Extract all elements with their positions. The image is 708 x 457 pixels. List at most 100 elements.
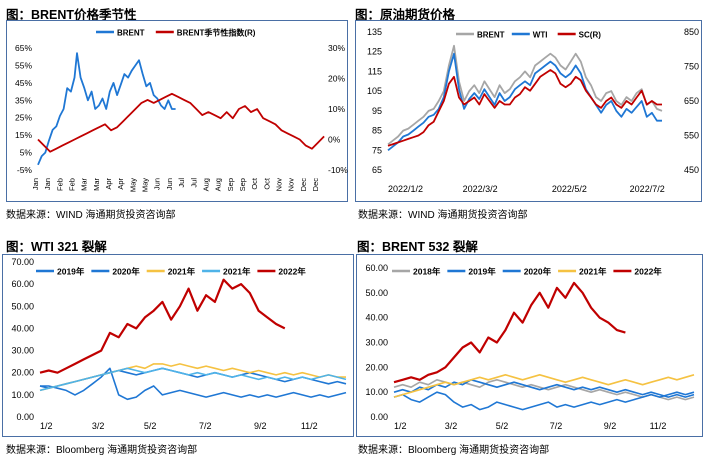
y-tick: 40.00 [365,313,388,323]
x-tick: Jun [165,178,174,190]
y-tick: 10.00 [365,387,388,397]
panel2-source: 数据来源：WIND 海通期货投资咨询部 [358,210,528,221]
x-tick: Mar [92,178,101,191]
series-2022年 [393,281,626,384]
x-tick: Jan [43,178,52,190]
legend-label-4: 2022年 [634,267,662,277]
x-tick: Jun [153,178,162,190]
x-tick: 7/2 [550,421,563,431]
y-right-tick: 550 [684,131,699,141]
y-tick: 20.00 [365,362,388,372]
x-tick: Apr [104,177,113,189]
y-right-tick: 650 [684,96,699,106]
x-tick: Jan [31,178,40,190]
y-right-tick: 10% [328,104,345,114]
y-tick: 30.00 [11,346,34,356]
y-left-tick: -5% [17,165,33,175]
y-right-tick: 850 [684,27,699,37]
legend-label-4: 2022年 [278,267,306,277]
y-left-tick: 5% [20,148,33,158]
x-tick: 11/2 [650,421,667,431]
series-2022年 [39,278,286,374]
y-right-tick: -10% [328,165,348,175]
panel4-source: 数据来源：Bloomberg 海通期货投资咨询部 [358,445,550,456]
y-right-tick: 30% [328,43,345,53]
x-tick: May [141,178,150,192]
legend-label-3: 2021年 [223,267,251,277]
x-tick: May [128,178,137,192]
legend-label-1: 2020年 [112,267,140,277]
series-2019年 [393,379,695,398]
x-tick: 1/2 [40,421,53,431]
legend-label-1: 2019年 [468,267,496,277]
y-tick: 60.00 [365,263,388,273]
y-left-tick: 55% [15,60,32,70]
x-tick: 2022/7/2 [630,184,665,194]
x-tick: 2022/5/2 [552,184,587,194]
y-right-tick: 20% [328,74,345,84]
x-tick: 5/2 [496,421,509,431]
y-tick: 50.00 [365,288,388,298]
x-tick: Feb [68,178,77,191]
x-tick: Sep [226,178,235,191]
legend-label-0: 2019年 [57,267,85,277]
y-left-tick: 15% [15,130,32,140]
y-tick: 20.00 [11,368,34,378]
x-tick: 1/2 [394,421,407,431]
y-left-tick: 45% [15,78,32,88]
x-tick: Apr [116,177,125,189]
x-tick: 3/2 [445,421,458,431]
series-2020年 [393,391,695,411]
x-tick: 3/2 [92,421,105,431]
x-tick: Mar [80,178,89,191]
y-left-tick: 75 [372,145,382,155]
x-tick: Dec [311,178,320,192]
y-right-tick: 750 [684,62,699,72]
y-left-tick: 125 [367,47,382,57]
x-tick: 11/2 [301,421,318,431]
series-SC(R) [387,69,662,147]
legend-label-3: 2021年 [579,267,607,277]
x-tick: 7/2 [199,421,212,431]
legend-label-2: SC(R) [579,31,602,40]
y-left-tick: 105 [367,86,382,96]
x-tick: 5/2 [144,421,157,431]
y-right-tick: 0% [328,135,341,145]
y-left-tick: 115 [368,66,382,76]
y-tick: 70.00 [11,257,34,267]
legend-label-2: 2020年 [524,267,552,277]
panel3-title: 图：WTI 321 裂解 [6,240,107,254]
legend-label-1: WTI [533,31,548,40]
x-tick: 2022/1/2 [388,184,423,194]
x-tick: Nov [274,178,283,192]
x-tick: Dec [299,178,308,192]
panel4-title: 图：BRENT 532 裂解 [357,240,478,254]
x-tick: Oct [262,177,271,190]
x-tick: Nov [287,178,296,192]
y-left-tick: 35% [15,95,32,105]
legend-label-2: 2021年 [168,267,196,277]
y-tick: 40.00 [11,323,34,333]
panel3-source: 数据来源：Bloomberg 海通期货投资咨询部 [6,445,198,456]
panel4-frame [356,254,703,437]
x-tick: Feb [55,178,64,191]
y-tick: 30.00 [365,338,388,348]
x-tick: Aug [214,178,223,191]
x-tick: Jul [177,178,186,188]
x-tick: Jul [189,178,198,188]
legend-label-0: 2018年 [413,267,441,277]
y-tick: 0.00 [370,412,388,422]
x-tick: Sep [238,178,247,191]
series-2021年 [393,374,695,398]
panel1-source: 数据来源：WIND 海通期货投资咨询部 [6,210,176,221]
panel2-title: 图：原油期货价格 [355,8,456,22]
y-left-tick: 85 [372,126,382,136]
series-BRENT [387,44,663,146]
x-tick: 2022/3/2 [463,184,498,194]
x-tick: Oct [250,177,259,190]
y-tick: 10.00 [11,390,34,400]
